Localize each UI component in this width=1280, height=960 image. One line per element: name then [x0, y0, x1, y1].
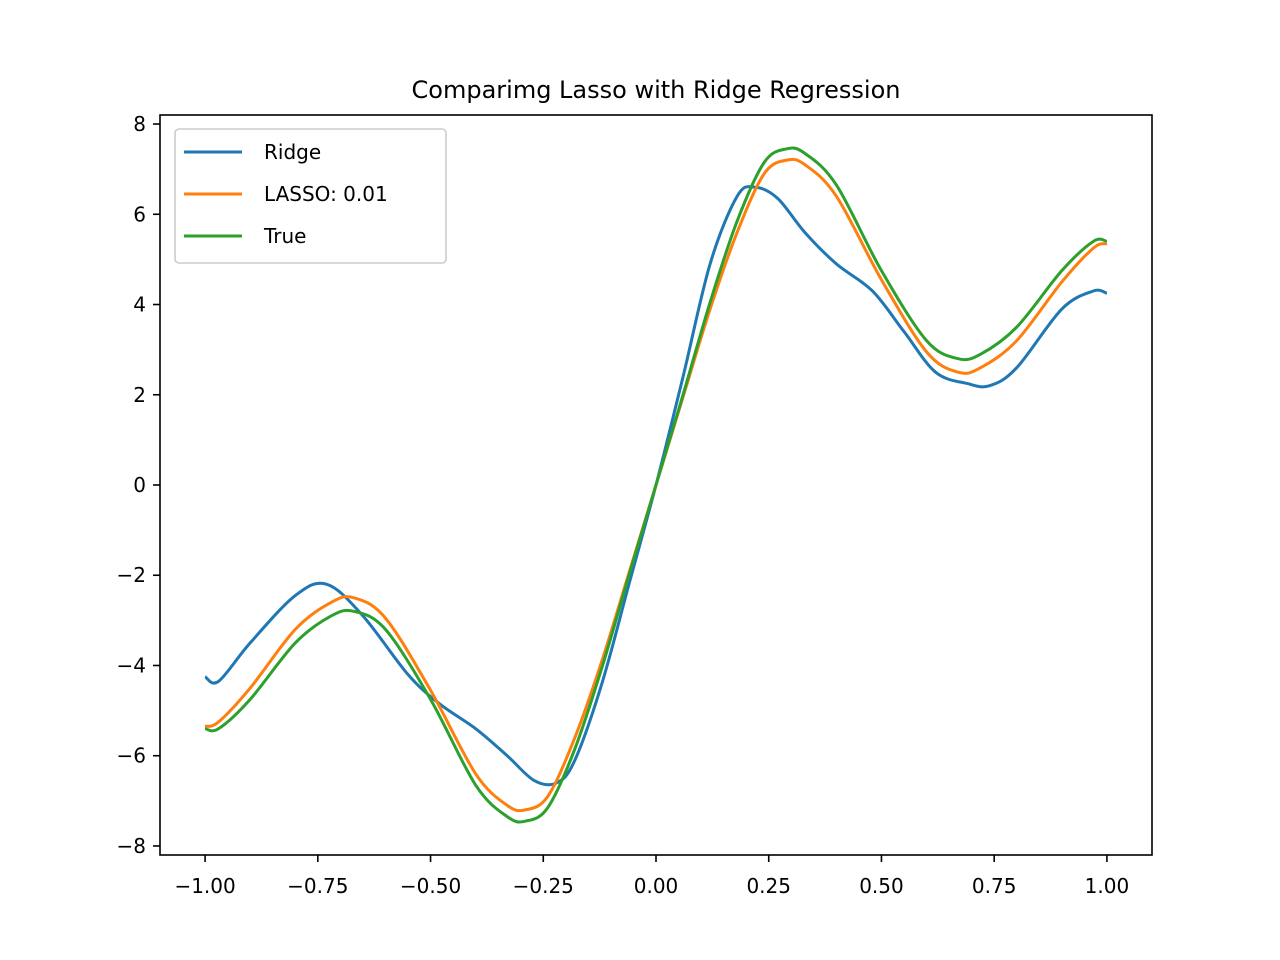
series-layer	[204, 146, 1108, 824]
x-tick-label: −0.50	[400, 874, 461, 898]
chart-title: Comparimg Lasso with Ridge Regression	[412, 76, 901, 104]
y-tick-label: 2	[133, 383, 146, 407]
y-tick-label: −2	[117, 563, 146, 587]
x-tick-label: 1.00	[1085, 874, 1130, 898]
legend: Ridge LASSO: 0.01 True	[174, 128, 447, 264]
legend-label: True	[263, 224, 306, 248]
axes-layer: −1.00 −0.75 −0.50 −0.25 0.00 0.25 0.50 0.75 1.00…	[117, 112, 1153, 898]
y-tick-label: 6	[133, 202, 146, 226]
x-tick-label: −0.75	[287, 874, 348, 898]
y-tick-label: −6	[117, 744, 146, 768]
x-tick-label: 0.75	[972, 874, 1017, 898]
y-tick-label: 8	[133, 112, 146, 136]
y-tick-label: 4	[133, 293, 146, 317]
y-tick-label: −8	[117, 834, 146, 858]
legend-label: LASSO: 0.01	[264, 182, 388, 206]
x-tick-label: 0.25	[746, 874, 791, 898]
x-tick-label: −1.00	[174, 874, 235, 898]
legend-box	[174, 128, 447, 264]
x-tick-label: −0.25	[513, 874, 574, 898]
legend-label: Ridge	[264, 140, 321, 164]
series-line-true	[204, 146, 1108, 824]
x-tick-label: 0.50	[859, 874, 904, 898]
x-tick-label: 0.00	[634, 874, 679, 898]
y-tick-label: 0	[133, 473, 146, 497]
y-tick-label: −4	[117, 653, 146, 677]
